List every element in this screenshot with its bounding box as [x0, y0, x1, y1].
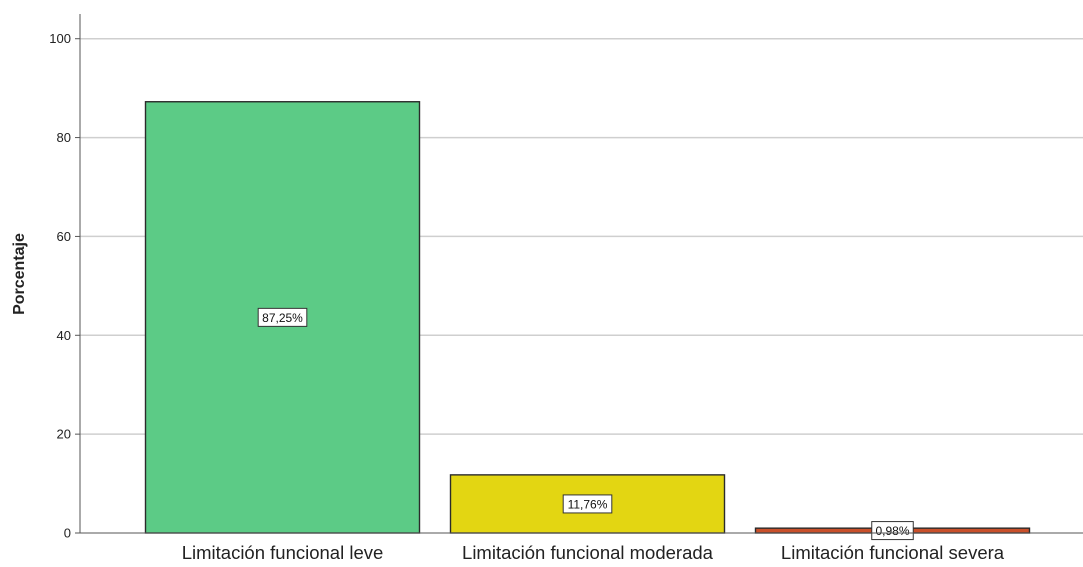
- x-axis: Limitación funcional leve Limitación func…: [80, 532, 1083, 563]
- x-category-label: Limitación funcional moderada: [462, 542, 714, 563]
- x-category-label: Limitación funcional leve: [182, 542, 384, 563]
- y-tick-label: 80: [57, 130, 71, 145]
- data-label: 87,25%: [262, 311, 303, 325]
- y-tick-label: 100: [49, 31, 71, 46]
- data-label: 11,76%: [568, 497, 608, 511]
- y-tick-label: 0: [64, 526, 71, 541]
- data-label-box: [257, 307, 308, 327]
- y-tick-label: 20: [57, 427, 71, 442]
- x-category-label: Limitación funcional severa: [781, 542, 1005, 563]
- y-tick-label: 40: [57, 328, 71, 343]
- data-label-box: [871, 521, 914, 541]
- data-label-box: [562, 494, 613, 514]
- y-tick-label: 60: [57, 229, 71, 244]
- data-labels: 87,25% 11,76% 0,98%: [257, 307, 914, 541]
- data-label: 0,98%: [875, 524, 909, 538]
- y-axis: 0 20 40 60 80 100: [49, 14, 81, 541]
- y-axis-title: Porcentaje: [11, 233, 28, 315]
